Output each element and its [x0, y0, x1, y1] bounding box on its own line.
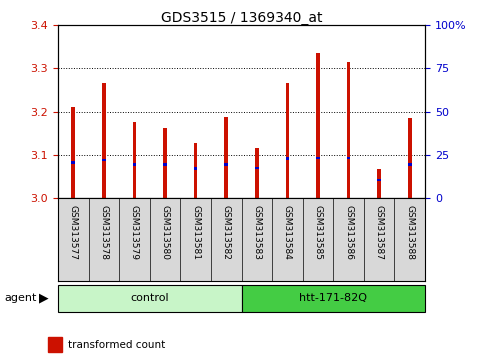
Text: GDS3515 / 1369340_at: GDS3515 / 1369340_at — [161, 11, 322, 25]
Text: htt-171-82Q: htt-171-82Q — [299, 293, 367, 303]
Text: GSM313588: GSM313588 — [405, 205, 414, 260]
Bar — [347, 156, 350, 159]
Text: GSM313579: GSM313579 — [130, 205, 139, 260]
Bar — [48, 337, 62, 352]
Bar — [377, 169, 381, 198]
Bar — [225, 163, 228, 166]
Text: GSM313583: GSM313583 — [252, 205, 261, 260]
Bar — [102, 83, 106, 198]
Text: GSM313586: GSM313586 — [344, 205, 353, 260]
Bar — [58, 285, 242, 312]
Bar — [285, 157, 289, 160]
Text: ▶: ▶ — [39, 292, 48, 305]
Bar — [133, 163, 136, 166]
Bar — [194, 143, 198, 198]
Text: transformed count: transformed count — [68, 339, 165, 350]
Bar — [242, 285, 425, 312]
Bar — [71, 161, 75, 164]
Bar — [255, 148, 258, 198]
Bar — [285, 83, 289, 198]
Bar — [408, 118, 412, 198]
Bar — [408, 163, 412, 166]
Text: GSM313585: GSM313585 — [313, 205, 323, 260]
Text: GSM313580: GSM313580 — [160, 205, 170, 260]
Text: agent: agent — [5, 293, 37, 303]
Bar — [377, 179, 381, 181]
Bar — [71, 107, 75, 198]
Text: GSM313578: GSM313578 — [99, 205, 108, 260]
Text: GSM313584: GSM313584 — [283, 205, 292, 260]
Bar — [194, 167, 198, 170]
Bar — [255, 167, 258, 169]
Bar — [347, 62, 350, 198]
Bar — [316, 53, 320, 198]
Bar — [225, 117, 228, 198]
Text: control: control — [130, 293, 169, 303]
Text: GSM313582: GSM313582 — [222, 205, 231, 260]
Bar — [163, 127, 167, 198]
Bar — [133, 122, 136, 198]
Text: GSM313581: GSM313581 — [191, 205, 200, 260]
Bar — [102, 159, 106, 161]
Bar — [163, 163, 167, 166]
Text: GSM313587: GSM313587 — [375, 205, 384, 260]
Text: GSM313577: GSM313577 — [69, 205, 78, 260]
Bar — [316, 156, 320, 159]
